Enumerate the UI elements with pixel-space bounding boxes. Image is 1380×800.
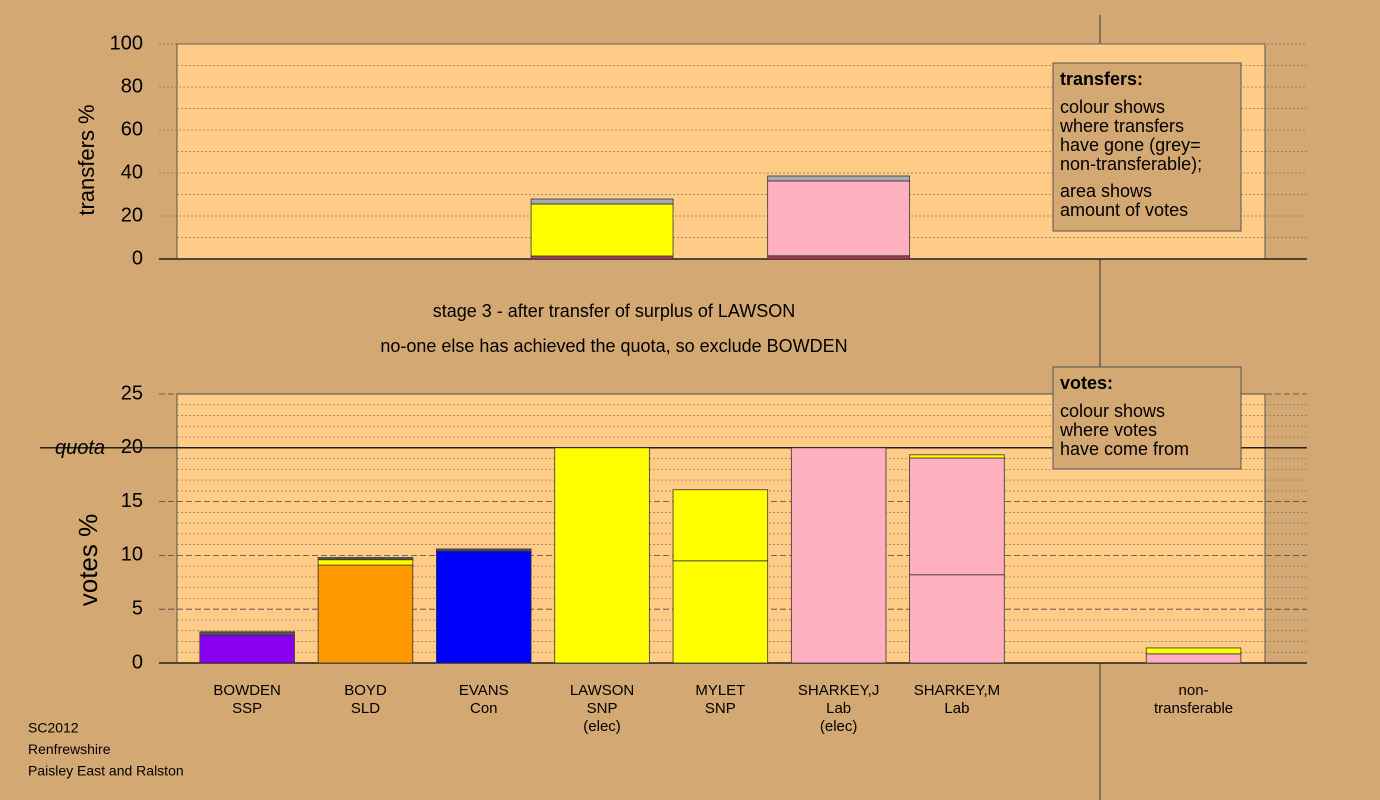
x-tick-label: SNP bbox=[705, 700, 736, 717]
y-tick-label: 100 bbox=[110, 32, 143, 54]
x-tick-label: MYLET bbox=[695, 682, 745, 699]
y-tick-label: 20 bbox=[121, 204, 143, 226]
bar-segment bbox=[317, 564, 414, 664]
bar-segment bbox=[317, 559, 414, 566]
bar-segment bbox=[909, 454, 1005, 459]
y-axis-label: transfers % bbox=[74, 104, 99, 215]
info-text: amount of votes bbox=[1060, 200, 1188, 220]
x-tick-label: BOWDEN bbox=[213, 682, 281, 699]
bar-segment bbox=[199, 634, 295, 664]
footer-text: Paisley East and Ralston bbox=[28, 763, 184, 779]
x-tick-label: SHARKEY,M bbox=[914, 682, 1000, 699]
bar-segment bbox=[436, 550, 532, 664]
y-axis-label: votes % bbox=[73, 514, 103, 607]
x-tick-label: Lab bbox=[944, 700, 969, 717]
x-tick-label: BOYD bbox=[344, 682, 387, 699]
y-tick-label: 40 bbox=[121, 161, 143, 183]
info-text: have gone (grey= bbox=[1060, 135, 1201, 155]
x-tick-label: SHARKEY,J bbox=[798, 682, 879, 699]
bar-segment bbox=[790, 447, 887, 664]
annotation: no-one else has achieved the quota, so e… bbox=[380, 336, 847, 356]
y-tick-label: 5 bbox=[132, 597, 143, 619]
info-box bbox=[1052, 62, 1242, 232]
bar-segment bbox=[672, 560, 769, 664]
x-tick-label: transferable bbox=[1154, 700, 1233, 717]
info-text: colour shows bbox=[1060, 401, 1165, 421]
bar-segment bbox=[317, 557, 414, 561]
info-text: non-transferable); bbox=[1060, 154, 1202, 174]
bar-segment bbox=[767, 180, 911, 257]
y-tick-label: 80 bbox=[121, 75, 143, 97]
bar-segment bbox=[436, 548, 532, 552]
y-tick-label: 0 bbox=[132, 651, 143, 673]
x-tick-label: (elec) bbox=[820, 718, 858, 735]
bar-segment bbox=[1145, 653, 1242, 664]
bar-segment bbox=[530, 203, 674, 257]
x-tick-label: LAWSON bbox=[570, 682, 634, 699]
bar-segment bbox=[672, 489, 769, 562]
x-tick-label: EVANS bbox=[459, 682, 509, 699]
info-box bbox=[1052, 366, 1242, 470]
bar-segment bbox=[909, 457, 1005, 576]
y-tick-label: 15 bbox=[121, 490, 143, 512]
x-tick-label: Lab bbox=[826, 700, 851, 717]
x-tick-label: SSP bbox=[232, 700, 262, 717]
info-text: where votes bbox=[1059, 420, 1157, 440]
bar-segment bbox=[530, 255, 674, 260]
info-text: colour shows bbox=[1060, 97, 1165, 117]
info-text: have come from bbox=[1060, 439, 1189, 459]
x-tick-label: (elec) bbox=[583, 718, 621, 735]
y-tick-label: 0 bbox=[132, 247, 143, 269]
x-tick-label: Con bbox=[470, 700, 498, 717]
info-text: where transfers bbox=[1059, 116, 1184, 136]
bar-segment bbox=[767, 255, 911, 260]
annotation: stage 3 - after transfer of surplus of L… bbox=[433, 301, 795, 321]
bar-segment bbox=[199, 631, 295, 636]
y-tick-label: 60 bbox=[121, 118, 143, 140]
footer-text: SC2012 bbox=[28, 720, 79, 736]
bar-segment bbox=[530, 198, 674, 205]
bar-segment bbox=[1145, 647, 1242, 655]
x-tick-label: non- bbox=[1179, 682, 1209, 699]
info-title: transfers: bbox=[1060, 69, 1143, 89]
y-tick-label: 10 bbox=[121, 544, 143, 566]
x-tick-label: SLD bbox=[351, 700, 380, 717]
bar-segment bbox=[909, 574, 1005, 664]
quota-label: quota bbox=[55, 437, 105, 459]
footer-text: Renfrewshire bbox=[28, 741, 111, 757]
bar-segment bbox=[767, 175, 911, 182]
bar-segment bbox=[554, 447, 650, 664]
x-tick-label: SNP bbox=[587, 700, 618, 717]
y-tick-label: 25 bbox=[121, 382, 143, 404]
info-text: area shows bbox=[1060, 181, 1152, 201]
info-title: votes: bbox=[1060, 373, 1113, 393]
